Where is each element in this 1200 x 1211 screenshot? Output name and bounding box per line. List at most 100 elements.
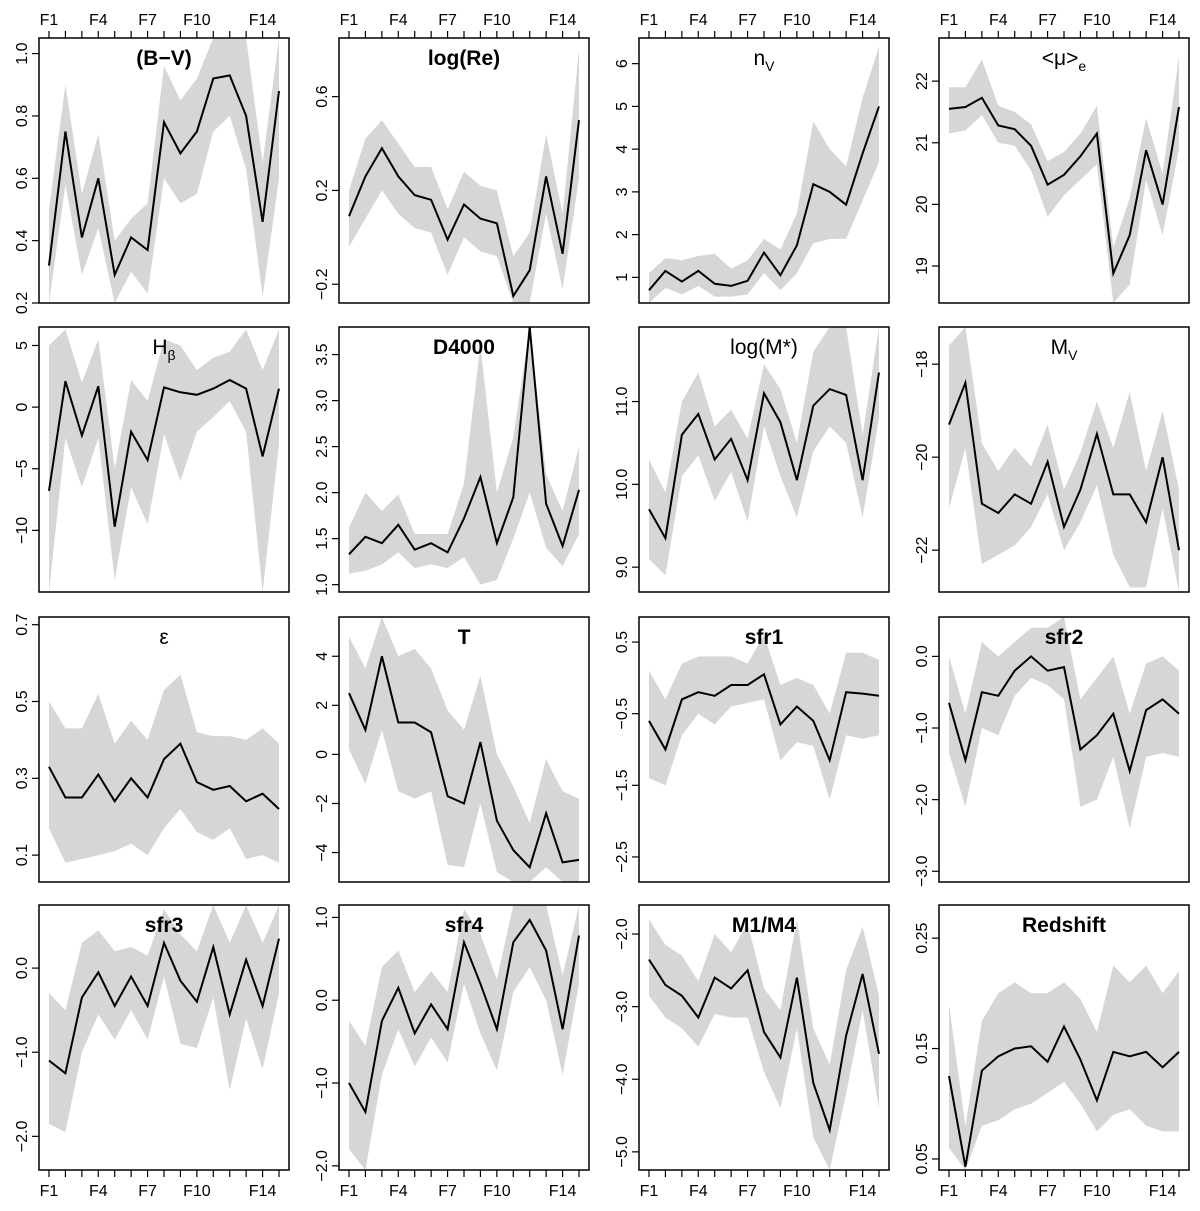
y-tick-label-mue: 22 bbox=[914, 72, 931, 90]
y-tick-label-sfr2: −2.0 bbox=[914, 784, 931, 816]
series-line-m1m4 bbox=[648, 958, 880, 1135]
x-tick-label-z: F10 bbox=[1083, 1183, 1111, 1200]
y-tick-label-sfr4: −1.0 bbox=[314, 1067, 331, 1099]
panel-m1m4: −5.0 −4.0 −3.0 −2.0 F1 F4 F7 F10 F14 M1/M4 bbox=[614, 904, 890, 1200]
plot-frame-t bbox=[338, 616, 590, 883]
y-tick-label-eps: 0.5 bbox=[14, 690, 31, 712]
y-tick-label-eps: 0.7 bbox=[14, 613, 31, 635]
uncertainty-band-sfr2 bbox=[949, 617, 1179, 829]
series-line-sfr1 bbox=[648, 672, 880, 764]
y-tick-label-sfr2: −3.0 bbox=[914, 855, 931, 887]
y-tick-label-bv: 0.4 bbox=[14, 229, 31, 251]
uncertainty-band-sfr1 bbox=[649, 634, 879, 800]
y-tick-label-z: 0.15 bbox=[914, 1033, 931, 1064]
x-tick-label-bv: F7 bbox=[138, 12, 157, 29]
uncertainty-band-t bbox=[349, 617, 579, 882]
panel-hb: −10 −5 0 5 Hβ bbox=[14, 326, 290, 593]
y-tick-label-logre: −0.2 bbox=[314, 268, 331, 300]
x-tick-label-sfr4: F14 bbox=[549, 1183, 577, 1200]
x-tick-label-m1m4: F7 bbox=[738, 1183, 757, 1200]
plot-frame-hb bbox=[38, 326, 290, 593]
y-tick-label-hb: 0 bbox=[14, 403, 31, 412]
panel-sfr4: −2.0 −1.0 0.0 1.0 F1 F4 F7 F10 F14 sfr4 bbox=[314, 904, 590, 1200]
plot-frame-eps bbox=[38, 616, 290, 883]
panel-title-subscript-hb: β bbox=[168, 347, 176, 363]
plot-frame-sfr1 bbox=[638, 616, 890, 883]
y-tick-label-hb: 5 bbox=[14, 341, 31, 350]
plot-frame-d4000 bbox=[338, 326, 590, 593]
y-tick-label-bv: 0.8 bbox=[14, 105, 31, 127]
x-tick-label-sfr4: F4 bbox=[389, 1183, 408, 1200]
y-tick-label-d4000: 3.0 bbox=[314, 389, 331, 411]
y-tick-label-sfr4: 0.0 bbox=[314, 989, 331, 1011]
y-tick-label-bv: 0.2 bbox=[14, 292, 31, 314]
x-tick-label-mue: F4 bbox=[989, 12, 1008, 29]
panel-title-sfr1: sfr1 bbox=[745, 626, 784, 649]
uncertainty-band-logm bbox=[649, 327, 879, 576]
series-line-nv bbox=[648, 106, 880, 291]
y-tick-label-m1m4: −4.0 bbox=[614, 1063, 631, 1095]
y-tick-label-sfr2: 0.0 bbox=[914, 645, 931, 667]
uncertainty-band-sfr4 bbox=[349, 905, 579, 1170]
x-tick-label-nv: F1 bbox=[640, 12, 659, 29]
panel-title-logm: log(M*) bbox=[730, 336, 798, 359]
y-tick-label-m1m4: −5.0 bbox=[614, 1136, 631, 1168]
panel-title-hb: Hβ bbox=[152, 336, 175, 363]
x-tick-label-sfr3: F14 bbox=[249, 1183, 277, 1200]
y-tick-label-sfr4: 1.0 bbox=[314, 906, 331, 928]
panel-title-nv: nV bbox=[753, 47, 775, 74]
panel-sfr3: −2.0 −1.0 0.0 F1 F4 F7 F10 F14 sfr3 bbox=[14, 904, 290, 1200]
y-tick-label-sfr1: 0.5 bbox=[614, 631, 631, 653]
panel-sfr1: −2.5 −1.5 −0.5 0.5 sfr1 bbox=[614, 616, 890, 883]
panel-bv: 0.2 0.4 0.6 0.8 1.0 F1 F4 F7 F10 F14 (B−V) bbox=[14, 12, 290, 314]
series-line-logre bbox=[348, 119, 580, 299]
y-tick-label-m1m4: −2.0 bbox=[614, 918, 631, 950]
panel-title-mv: MV bbox=[1051, 336, 1079, 363]
x-tick-label-m1m4: F10 bbox=[783, 1183, 811, 1200]
uncertainty-band-d4000 bbox=[349, 327, 579, 585]
series-line-sfr4 bbox=[348, 918, 580, 1115]
y-tick-label-mv: −18 bbox=[914, 351, 931, 378]
x-tick-label-sfr4: F1 bbox=[340, 1183, 359, 1200]
series-line-mv bbox=[948, 378, 1180, 551]
x-tick-label-mue: F10 bbox=[1083, 12, 1111, 29]
uncertainty-band-mue bbox=[949, 56, 1179, 303]
x-tick-label-z: F1 bbox=[940, 1183, 959, 1200]
y-tick-label-t: −2 bbox=[314, 794, 331, 812]
x-tick-label-bv: F14 bbox=[249, 12, 277, 29]
y-tick-label-eps: 0.3 bbox=[14, 767, 31, 789]
y-tick-label-sfr3: −2.0 bbox=[14, 1120, 31, 1152]
panel-logm: 9.0 10.0 11.0 log(M*) bbox=[614, 326, 890, 593]
x-tick-label-sfr3: F7 bbox=[138, 1183, 157, 1200]
x-tick-label-nv: F14 bbox=[849, 12, 877, 29]
y-tick-label-mue: 19 bbox=[914, 257, 931, 275]
panel-title-subscript-mv: V bbox=[1068, 347, 1078, 363]
series-line-sfr3 bbox=[48, 938, 280, 1076]
uncertainty-band-z bbox=[949, 965, 1179, 1170]
panel-eps: 0.1 0.3 0.5 0.7 ε bbox=[14, 613, 290, 883]
uncertainty-band-mv bbox=[949, 327, 1179, 592]
x-tick-label-sfr4: F7 bbox=[438, 1183, 457, 1200]
y-tick-label-mv: −22 bbox=[914, 536, 931, 563]
x-tick-label-sfr3: F4 bbox=[89, 1183, 108, 1200]
panel-t: −4 −2 0 2 4 T bbox=[314, 616, 590, 883]
panel-title-sfr3: sfr3 bbox=[145, 914, 184, 937]
y-tick-label-t: 0 bbox=[314, 750, 331, 759]
y-tick-label-hb: −5 bbox=[14, 460, 31, 478]
y-tick-label-logm: 9.0 bbox=[614, 556, 631, 578]
y-tick-label-logre: 0.6 bbox=[314, 85, 331, 107]
y-tick-label-nv: 1 bbox=[614, 273, 631, 282]
x-tick-label-sfr4: F10 bbox=[483, 1183, 511, 1200]
series-line-logm bbox=[648, 372, 880, 542]
y-tick-label-mue: 20 bbox=[914, 195, 931, 213]
panel-title-logre: log(Re) bbox=[428, 47, 500, 70]
y-tick-label-sfr2: −1.0 bbox=[914, 712, 931, 744]
series-line-hb bbox=[48, 378, 280, 527]
panel-z: 0.05 0.15 0.25 F1 F4 F7 F10 F14 Redshift bbox=[914, 904, 1190, 1200]
x-tick-label-z: F7 bbox=[1038, 1183, 1057, 1200]
plot-frame-mv bbox=[938, 326, 1190, 593]
y-tick-label-t: 4 bbox=[314, 652, 331, 661]
x-tick-label-m1m4: F4 bbox=[689, 1183, 708, 1200]
panel-title-m1m4: M1/M4 bbox=[732, 914, 797, 937]
